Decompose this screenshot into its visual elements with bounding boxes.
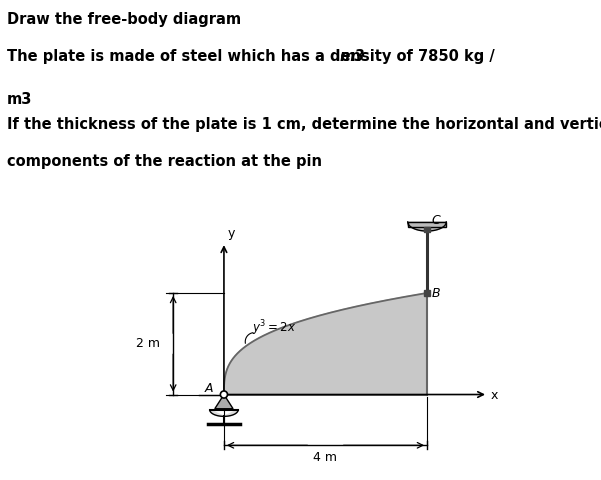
Polygon shape (407, 222, 447, 231)
Polygon shape (407, 225, 447, 229)
Text: If the thickness of the plate is 1 cm, determine the horizontal and vertical: If the thickness of the plate is 1 cm, d… (7, 117, 601, 132)
Text: B: B (432, 287, 441, 300)
Text: A: A (205, 383, 213, 396)
Polygon shape (224, 293, 427, 395)
Text: C: C (431, 215, 440, 228)
Text: 4 m: 4 m (314, 452, 338, 465)
Circle shape (221, 391, 228, 398)
Text: y: y (228, 227, 235, 240)
Polygon shape (215, 395, 233, 409)
Text: 2 m: 2 m (136, 337, 160, 350)
Text: m3: m3 (7, 92, 32, 107)
Text: x: x (490, 389, 498, 402)
Text: $y^3 = 2x$: $y^3 = 2x$ (252, 319, 296, 338)
Bar (407, 222, 447, 227)
Polygon shape (210, 410, 238, 416)
Text: m3: m3 (340, 49, 365, 64)
Text: Draw the free-body diagram: Draw the free-body diagram (7, 12, 242, 27)
Text: components of the reaction at the pin: components of the reaction at the pin (7, 154, 322, 169)
Bar (424, 290, 430, 296)
Bar (424, 227, 430, 232)
Text: The plate is made of steel which has a density of 7850 kg /: The plate is made of steel which has a d… (7, 49, 500, 64)
